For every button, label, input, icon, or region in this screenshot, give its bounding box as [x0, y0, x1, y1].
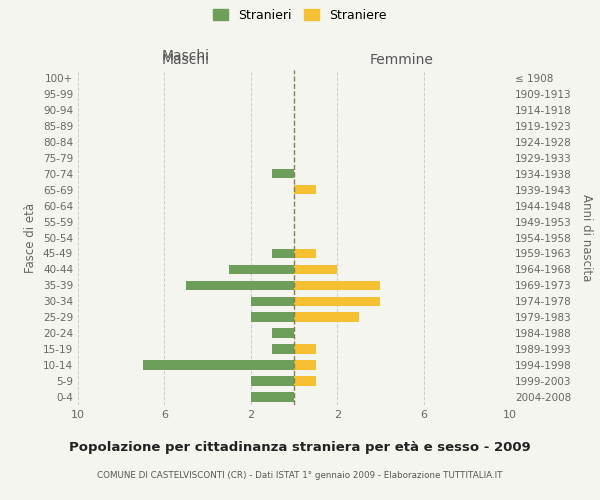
Y-axis label: Anni di nascita: Anni di nascita	[580, 194, 593, 281]
Y-axis label: Fasce di età: Fasce di età	[25, 202, 37, 272]
Bar	[294, 376, 316, 386]
Bar	[272, 248, 294, 258]
Text: Maschi: Maschi	[162, 54, 210, 68]
Bar	[272, 328, 294, 338]
Bar	[251, 392, 294, 402]
Bar	[272, 169, 294, 178]
Bar	[294, 185, 316, 194]
Bar	[229, 264, 294, 274]
Bar	[251, 296, 294, 306]
Bar	[294, 312, 359, 322]
Legend: Stranieri, Straniere: Stranieri, Straniere	[211, 6, 389, 24]
Bar	[251, 376, 294, 386]
Bar	[294, 360, 316, 370]
Text: Popolazione per cittadinanza straniera per età e sesso - 2009: Popolazione per cittadinanza straniera p…	[69, 441, 531, 454]
Bar	[272, 344, 294, 354]
Bar	[294, 248, 316, 258]
Bar	[251, 312, 294, 322]
Text: COMUNE DI CASTELVISCONTI (CR) - Dati ISTAT 1° gennaio 2009 - Elaborazione TUTTIT: COMUNE DI CASTELVISCONTI (CR) - Dati IST…	[97, 472, 503, 480]
Bar	[294, 344, 316, 354]
Bar	[186, 280, 294, 290]
Text: Femmine: Femmine	[370, 54, 434, 68]
Bar	[294, 296, 380, 306]
Bar	[143, 360, 294, 370]
Bar	[294, 264, 337, 274]
Bar	[294, 280, 380, 290]
Text: Maschi: Maschi	[162, 50, 210, 64]
